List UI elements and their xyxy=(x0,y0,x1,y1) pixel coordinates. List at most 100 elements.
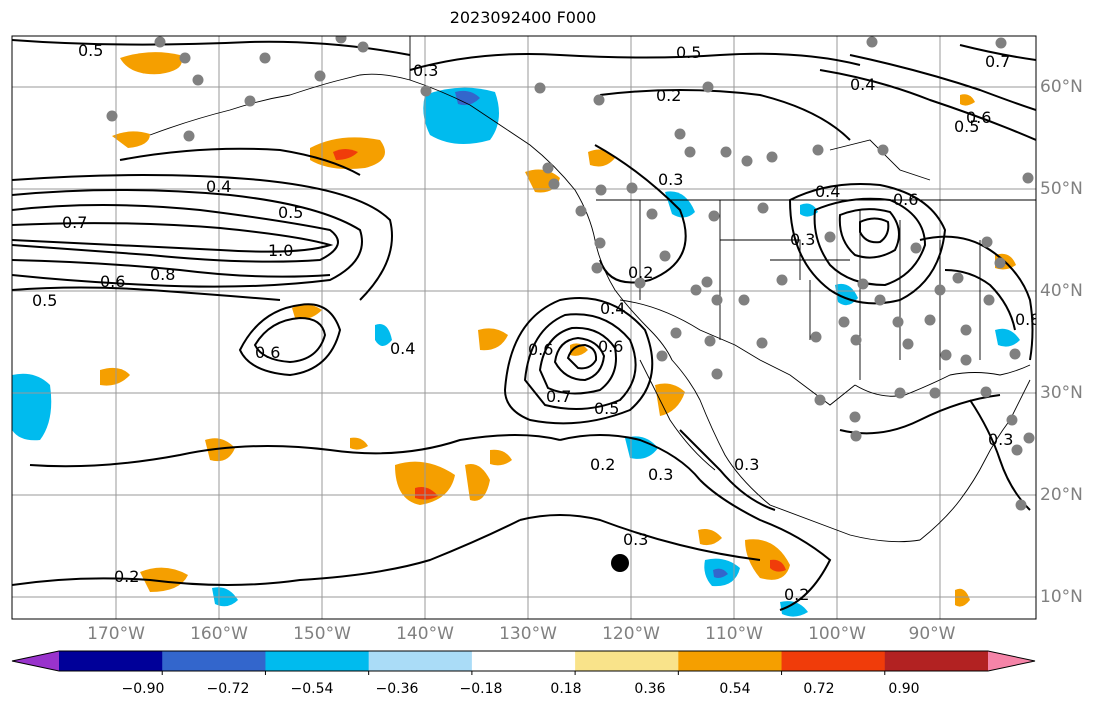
colorbar-extend-max xyxy=(988,651,1035,671)
contour-label: 0.6 xyxy=(966,108,991,127)
colorbar-tick-label: 0.18 xyxy=(550,681,582,697)
lon-label: 90°W xyxy=(908,624,956,644)
colorbar-segment xyxy=(59,651,163,671)
contour-label: 0.2 xyxy=(784,585,809,604)
shade-negative xyxy=(780,601,808,617)
shade-strong-positive xyxy=(333,149,358,160)
lon-label: 100°W xyxy=(808,624,866,644)
colorbar-tick-label: −0.72 xyxy=(206,681,250,697)
contour-label: 0.6 xyxy=(893,190,918,209)
shade-positive xyxy=(490,449,512,466)
shade-positive xyxy=(112,131,150,148)
lon-label: 130°W xyxy=(499,624,557,644)
colorbar-ticks xyxy=(161,671,886,675)
shade-negative xyxy=(665,191,695,218)
contour-label: 0.8 xyxy=(1015,310,1040,329)
colorbar-tick-label: −0.18 xyxy=(459,681,503,697)
contour-label: 0.5 xyxy=(594,399,619,418)
shade-strong-positive xyxy=(415,487,438,500)
contour-label: 0.6 xyxy=(598,337,623,356)
colorbar-segment xyxy=(265,651,370,671)
shade-negative xyxy=(625,436,658,459)
contour-label: 0.3 xyxy=(623,530,648,549)
contour-label: 0.5 xyxy=(278,203,303,222)
shade-negative xyxy=(423,87,499,144)
shade-positive xyxy=(205,438,235,462)
map-frame xyxy=(11,35,1037,620)
shade-positive xyxy=(465,464,490,501)
contour-lines xyxy=(12,39,1036,611)
contour-label: 0.4 xyxy=(850,75,875,94)
shade-strong-negative xyxy=(455,90,480,106)
contour-label: 0.5 xyxy=(676,43,701,62)
contour-label: 0.8 xyxy=(150,265,175,284)
contour-label: 0.7 xyxy=(985,52,1010,71)
lon-label: 140°W xyxy=(396,624,454,644)
shade-positive xyxy=(100,367,130,386)
colorbar-tick-label: −0.90 xyxy=(121,681,165,697)
lat-label: 10°N xyxy=(1040,587,1083,607)
shade-negative xyxy=(12,373,52,441)
shade-positive xyxy=(120,52,182,75)
shade-positive xyxy=(292,304,322,319)
contour-label: 0.3 xyxy=(734,455,759,474)
shade-positive xyxy=(570,343,588,356)
colorbar-segment xyxy=(471,651,576,671)
map-title: 2023092400 F000 xyxy=(449,8,597,27)
contour-label: 1.0 xyxy=(268,241,293,260)
lat-label: 30°N xyxy=(1040,383,1083,403)
colorbar-segments xyxy=(11,650,1036,672)
shade-positive xyxy=(350,437,368,450)
highlight-marker xyxy=(611,554,629,572)
contour-label: 0.4 xyxy=(600,299,625,318)
contour-label: 0.3 xyxy=(658,170,683,189)
shade-strong-negative xyxy=(713,568,728,578)
station-markers xyxy=(106,36,1035,511)
shade-positive xyxy=(698,529,722,546)
lat-label: 20°N xyxy=(1040,485,1083,505)
colorbar-outline xyxy=(11,650,1036,672)
contour-label: 0.3 xyxy=(648,465,673,484)
shade-negative xyxy=(375,324,392,346)
contour-label: 0.4 xyxy=(815,182,840,201)
contour-label: 0.3 xyxy=(790,230,815,249)
contour-label: 0.3 xyxy=(413,61,438,80)
graticule xyxy=(12,36,1036,619)
lon-label: 160°W xyxy=(190,624,248,644)
contour-label: 0.2 xyxy=(590,455,615,474)
shade-positive xyxy=(960,94,975,106)
lon-label: 120°W xyxy=(602,624,660,644)
colorbar-segment xyxy=(368,651,473,671)
colorbar-tick-label: −0.54 xyxy=(290,681,334,697)
shade-negative xyxy=(995,328,1020,347)
colorbar-segment xyxy=(162,651,266,671)
shade-negative xyxy=(800,203,818,217)
lon-label: 110°W xyxy=(705,624,763,644)
contour-label: 0.4 xyxy=(206,177,231,196)
contour-label: 0.5 xyxy=(78,41,103,60)
colorbar-extend-min xyxy=(12,651,59,671)
contour-label: 0.7 xyxy=(62,213,87,232)
colorbar-segment xyxy=(884,651,989,671)
colorbar-tick-label: 0.54 xyxy=(719,681,751,697)
contour-label: 0.2 xyxy=(628,263,653,282)
contour-label: 0.2 xyxy=(656,86,681,105)
colorbar-tick-label: −0.36 xyxy=(375,681,419,697)
contour-label: 0.5 xyxy=(954,117,979,136)
contour-label: 0.3 xyxy=(988,430,1013,449)
lat-label: 60°N xyxy=(1040,77,1083,97)
lon-label: 170°W xyxy=(87,624,145,644)
colorbar-segment xyxy=(575,651,679,671)
lat-label: 50°N xyxy=(1040,179,1083,199)
lon-label: 150°W xyxy=(293,624,351,644)
contour-label: 0.6 xyxy=(528,340,553,359)
contour-label: 0.6 xyxy=(255,343,280,362)
shade-positive xyxy=(478,328,508,351)
contour-label: 0.2 xyxy=(114,567,139,586)
contour-label: 0.5 xyxy=(32,291,57,310)
colorbar-tick-label: 0.36 xyxy=(634,681,666,697)
colorbar-segment xyxy=(781,651,886,671)
colorbar-segment xyxy=(678,651,783,671)
